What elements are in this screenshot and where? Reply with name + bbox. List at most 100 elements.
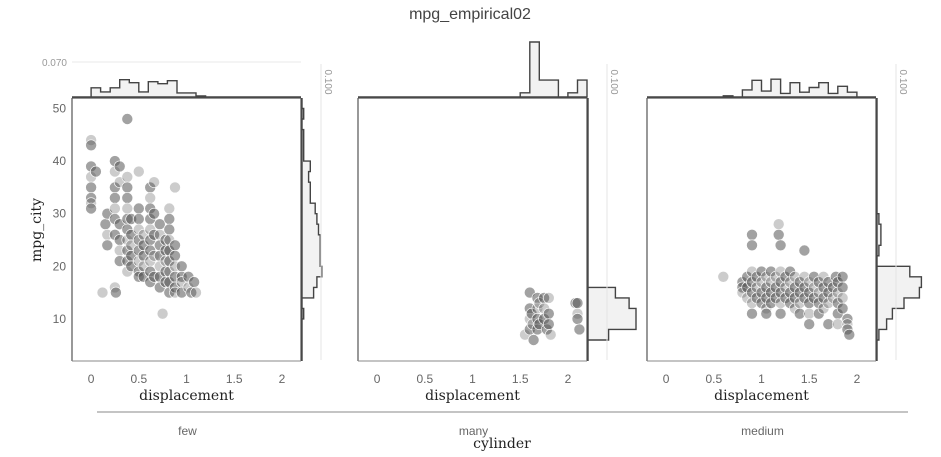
data-point	[109, 202, 121, 215]
data-point	[85, 202, 97, 215]
x-tick-label: 1.5	[512, 372, 529, 386]
x-axis-label: displacement	[139, 388, 234, 404]
data-point	[121, 181, 134, 194]
data-point	[573, 323, 586, 336]
right-marginal-histogram	[301, 98, 323, 361]
y-tick-label: 50	[53, 102, 67, 116]
data-point	[822, 318, 835, 331]
top-marginal-tick-label: 0.070	[42, 58, 67, 69]
right-marginal-histogram	[876, 98, 923, 361]
facet-label-few: few	[178, 424, 197, 438]
data-point	[121, 202, 134, 215]
x-axis-label: displacement	[425, 388, 520, 404]
y-tick-label: 20	[53, 259, 67, 273]
data-point	[836, 292, 849, 304]
data-point	[798, 244, 811, 257]
data-point	[133, 165, 145, 178]
data-point	[188, 276, 200, 288]
x-tick-label: 0.5	[705, 372, 722, 386]
data-point	[772, 229, 785, 241]
data-point	[148, 207, 160, 220]
data-point	[163, 213, 176, 225]
x-tick-label: 2	[854, 372, 861, 386]
data-point	[99, 218, 112, 230]
data-point	[542, 292, 555, 304]
data-point	[542, 318, 555, 331]
x-tick-label: 1	[469, 372, 476, 386]
x-tick-label: 0.5	[130, 372, 147, 386]
data-point	[746, 307, 758, 320]
data-point	[793, 307, 806, 320]
right-marginal-histogram	[587, 98, 637, 361]
data-point	[133, 202, 145, 215]
data-point	[717, 270, 730, 283]
data-point	[527, 334, 540, 346]
right-marginal-tick-label: 0.100	[608, 69, 619, 94]
data-point	[774, 239, 787, 252]
x-tick-label: 1	[183, 372, 190, 386]
data-point	[175, 260, 188, 273]
top-marginal-histogram	[647, 78, 876, 98]
facet-panel-medium: 0 0.5 1 1.5 2 displacement medium 0.100	[646, 64, 923, 438]
data-point	[121, 171, 134, 183]
data-point	[163, 223, 176, 236]
x-tick-label: 0.5	[416, 372, 433, 386]
data-point	[154, 218, 166, 230]
data-point	[836, 281, 849, 294]
x-axis-label: displacement	[714, 388, 809, 404]
data-point	[542, 307, 555, 320]
x-tick-label: 0	[663, 372, 670, 386]
data-point	[85, 181, 97, 194]
data-point	[96, 286, 109, 299]
data-point	[156, 307, 169, 320]
x-tick-label: 2	[279, 372, 286, 386]
data-point	[169, 239, 181, 252]
data-point	[831, 318, 844, 331]
data-point	[121, 192, 134, 204]
data-point	[836, 302, 849, 315]
facet-panel-few: 10 20 30 40 50 0 0.5 1 1.5 2 displacement few 0.100 0…	[42, 58, 333, 438]
data-point	[133, 213, 145, 225]
right-marginal-tick-label: 0.100	[897, 69, 908, 94]
x-tick-label: 0	[88, 372, 95, 386]
y-tick-label: 10	[53, 312, 67, 326]
facet-axis-label: cylinder	[473, 436, 531, 452]
x-tick-label: 0	[374, 372, 381, 386]
x-tick-label: 1.5	[226, 372, 243, 386]
y-tick-label: 40	[53, 154, 67, 168]
data-point	[121, 113, 134, 125]
data-point	[836, 270, 849, 283]
data-point	[90, 165, 102, 178]
top-marginal-histogram	[72, 79, 301, 98]
data-point	[169, 181, 181, 194]
data-point	[163, 202, 176, 215]
y-axis-label: mpg_city	[29, 198, 45, 262]
data-point	[544, 328, 557, 341]
data-point	[190, 286, 202, 299]
top-marginal-histogram	[358, 41, 588, 98]
right-marginal-tick-label: 0.100	[322, 69, 333, 94]
data-point	[772, 218, 785, 230]
data-point	[113, 160, 126, 173]
data-point	[110, 286, 122, 299]
data-point	[746, 229, 758, 241]
data-point	[760, 307, 773, 320]
data-point	[746, 239, 758, 252]
data-point	[169, 250, 181, 262]
chart-title: mpg_empirical02	[409, 6, 531, 23]
y-tick-label: 30	[53, 207, 67, 221]
facet-label-medium: medium	[741, 424, 784, 438]
data-point	[109, 192, 121, 204]
data-point	[571, 297, 584, 309]
x-tick-label: 1	[758, 372, 765, 386]
data-point	[803, 318, 816, 331]
data-point	[148, 176, 160, 188]
data-point	[843, 328, 856, 341]
facet-label-many: many	[459, 424, 488, 438]
x-tick-label: 2	[565, 372, 572, 386]
facet-panel-many: 0 0.5 1 1.5 2 displacement many 0.100	[357, 41, 637, 438]
data-point	[101, 239, 114, 252]
data-point	[774, 307, 787, 320]
x-tick-label: 1.5	[801, 372, 818, 386]
